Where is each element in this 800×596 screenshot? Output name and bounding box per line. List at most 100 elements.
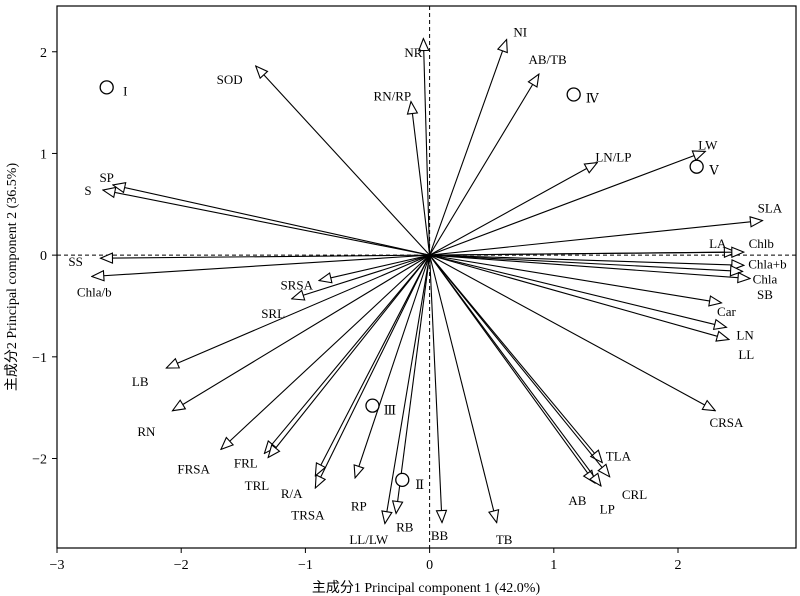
loading-label-frl: FRL	[234, 456, 258, 471]
loading-label-ab-tb: AB/TB	[528, 52, 567, 67]
loading-label-chla-b: Chla/b	[77, 285, 112, 300]
x-axis-title: 主成分1 Principal component 1 (42.0%)	[312, 580, 541, 596]
loading-vectors: NRNIAB/TBSODRN/RPLN/LPLWSLASPSSSChla/bLA…	[68, 24, 786, 546]
loading-label-la: LA	[709, 236, 727, 251]
x-tick-label: 0	[426, 558, 433, 573]
loading-label-trsa: TRSA	[291, 507, 325, 522]
loading-arrow-srl	[292, 254, 430, 299]
loading-arrow-ab-tb	[429, 74, 539, 256]
y-tick-label: 2	[40, 46, 47, 61]
sample-label-1: I	[123, 83, 127, 98]
loading-label-trl: TRL	[245, 478, 270, 493]
loading-label-ab: AB	[568, 493, 586, 508]
sample-label-5: Ⅱ	[415, 477, 424, 492]
loading-label-sp: SP	[99, 170, 113, 185]
loading-arrow-ll-lw	[385, 255, 431, 523]
loading-label-sod: SOD	[217, 72, 243, 87]
loading-label-sla: SLA	[758, 200, 783, 215]
loading-label-ss: SS	[68, 254, 82, 269]
axes-layer: −3 −2 −1 0 1 2 −2 −1 0 1 2	[32, 6, 796, 573]
loading-arrow-sp	[113, 185, 430, 256]
loading-arrow-trsa	[315, 254, 431, 488]
sample-label-3: Ⅴ	[708, 163, 719, 178]
loading-label-crsa: CRSA	[709, 415, 744, 430]
loading-arrow-sb	[429, 254, 750, 278]
loading-label-frsa: FRSA	[177, 462, 210, 477]
loading-label-ll: LL	[738, 347, 754, 362]
loading-arrow-chlb	[429, 252, 744, 255]
loading-label-tla: TLA	[606, 448, 632, 463]
y-tick-label: −2	[32, 453, 47, 468]
x-tick-label: 1	[550, 558, 557, 573]
loading-arrow-crl	[429, 254, 610, 477]
loading-arrow-sod	[256, 66, 431, 256]
loading-arrow-ss	[100, 255, 430, 258]
loading-arrow-frsa	[221, 254, 430, 449]
loading-arrow-rn-rp	[411, 102, 431, 256]
x-tick-label: −2	[174, 558, 189, 573]
loading-arrow-nr	[423, 39, 431, 256]
loading-arrow-frl	[264, 254, 431, 453]
loading-label-lb: LB	[132, 374, 149, 389]
loading-arrow-sla	[429, 221, 763, 256]
loading-arrow-lp	[429, 254, 601, 486]
loading-arrow-crsa	[429, 254, 716, 411]
x-tick-label: 2	[675, 558, 682, 573]
loading-arrow-ni	[429, 40, 507, 256]
loading-arrow-bb	[429, 255, 442, 522]
x-tick-label: −1	[298, 558, 313, 573]
loading-label-rb: RB	[396, 520, 414, 535]
loading-arrow-chla	[429, 254, 743, 271]
loading-label-r-a: R/A	[281, 486, 303, 501]
loading-label-rn: RN	[137, 424, 156, 439]
loading-label-chlb: Chlb	[749, 236, 774, 251]
loading-label-ln-lp: LN/LP	[595, 149, 631, 164]
sample-label-4: Ⅲ	[384, 403, 397, 418]
sample-point-1	[99, 80, 114, 95]
y-axis-title: 主成分2 Principal component 2 (36.5%)	[4, 163, 20, 392]
loading-arrow-rb	[396, 255, 431, 513]
loading-arrow-tb	[429, 255, 497, 522]
loading-label-bb: BB	[431, 528, 449, 543]
loading-label-car: Car	[717, 304, 736, 319]
loading-label-s: S	[84, 183, 91, 198]
loading-arrow-r-a	[315, 254, 431, 476]
loading-label-chla: Chla	[753, 272, 778, 287]
sample-point-4	[365, 398, 380, 413]
loading-label-srl: SRL	[261, 306, 285, 321]
loading-label-crl: CRL	[622, 487, 647, 502]
loading-arrow-rn	[173, 254, 430, 411]
loading-arrow-srsa	[319, 254, 430, 280]
loading-arrow-trl	[268, 254, 431, 457]
sample-label-2: Ⅳ	[586, 91, 600, 106]
y-tick-label: 0	[40, 249, 47, 264]
loading-label-ln: LN	[736, 327, 754, 342]
loading-label-lw: LW	[698, 137, 718, 152]
x-tick-label: −3	[50, 558, 65, 573]
y-tick-label: 1	[40, 147, 47, 162]
sample-points: I Ⅳ Ⅴ Ⅲ Ⅱ	[99, 80, 719, 492]
loading-arrow-chla-b	[429, 254, 744, 265]
loading-label-chla-b: Chla+b	[748, 256, 786, 271]
plot-area-frame	[56, 5, 797, 549]
loading-arrow-rp	[355, 254, 431, 478]
loading-arrow-lb	[166, 254, 430, 368]
loading-label-tb: TB	[496, 532, 513, 547]
loading-label-sb: SB	[757, 287, 773, 302]
loading-arrow-s	[103, 190, 430, 256]
loading-label-srsa: SRSA	[280, 278, 313, 293]
loading-arrow-ln-lp	[429, 163, 598, 256]
loading-arrow-ln	[429, 254, 727, 327]
loading-label-rp: RP	[351, 498, 367, 513]
loading-label-ll-lw: LL/LW	[349, 532, 388, 547]
loading-label-lp: LP	[600, 501, 615, 516]
sample-point-3	[689, 159, 704, 174]
sample-point-5	[395, 472, 410, 488]
loading-arrow-lw	[429, 151, 706, 256]
loading-arrow-car	[429, 254, 722, 303]
loading-arrow-chla-b	[92, 254, 430, 276]
sample-point-2	[566, 87, 581, 102]
loading-arrow-ll	[429, 254, 729, 339]
y-tick-label: −1	[32, 351, 47, 366]
